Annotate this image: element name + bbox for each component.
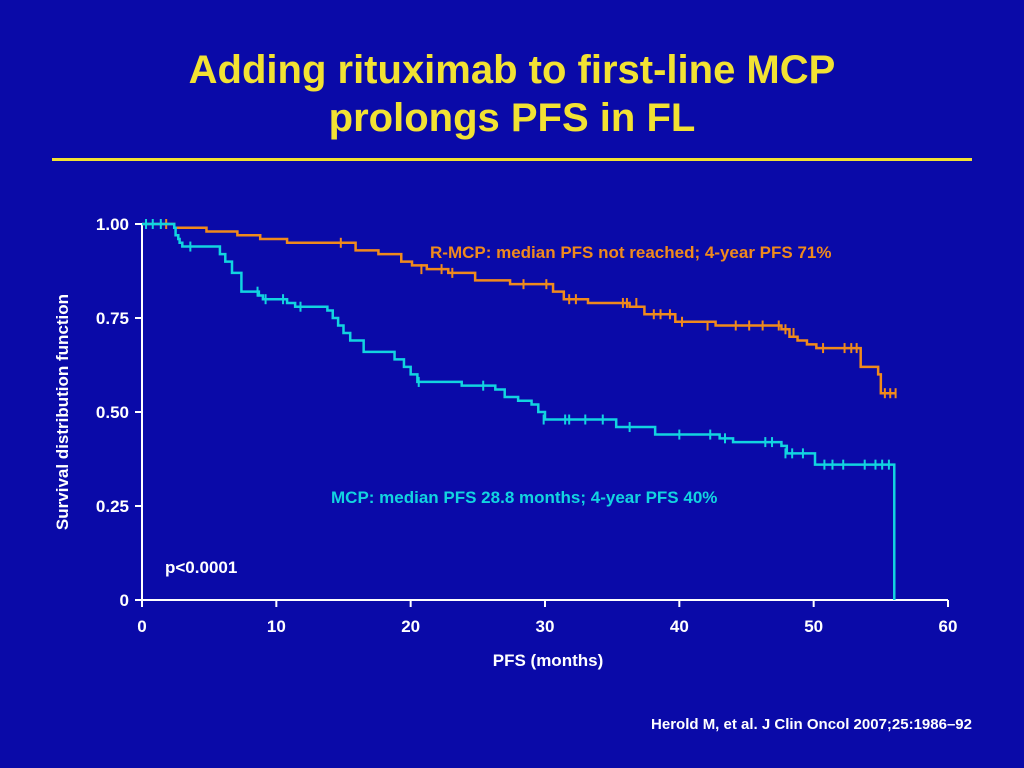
title-divider [52,158,972,161]
x-axis-label: PFS (months) [493,651,604,670]
x-tick-label: 20 [401,617,420,636]
y-tick-label: 1.00 [96,215,129,234]
mcp-series [142,219,896,600]
r-mcp-series [142,219,897,399]
slide-title-line-1: Adding rituximab to first-line MCP [188,48,836,92]
p-value-annotation: p<0.0001 [165,558,237,577]
y-tick-label: 0.25 [96,497,129,516]
x-tick-label: 40 [670,617,689,636]
slide-title-line-2: prolongs PFS in FL [328,96,696,140]
r-mcp-curve [142,222,896,395]
y-axis-label: Survival distribution function [53,294,72,530]
x-tick-label: 50 [804,617,823,636]
axis-ticks: 0 10 20 30 40 50 60 0 0.25 0.50 0.75 1.00 [96,215,958,636]
mcp-curve [142,222,896,600]
y-tick-label: 0.50 [96,403,129,422]
x-tick-label: 30 [536,617,555,636]
x-tick-label: 60 [939,617,958,636]
y-tick-label: 0.75 [96,309,129,328]
x-tick-label: 0 [137,617,146,636]
mcp-annotation: MCP: median PFS 28.8 months; 4-year PFS … [331,488,717,507]
x-tick-label: 10 [267,617,286,636]
series-layer [142,219,897,600]
slide-title: Adding rituximab to first-line MCP prolo… [0,46,1024,142]
r-mcp-annotation: R-MCP: median PFS not reached; 4-year PF… [430,243,832,262]
citation: Herold M, et al. J Clin Oncol 2007;25:19… [651,716,972,733]
y-tick-label: 0 [120,591,129,610]
